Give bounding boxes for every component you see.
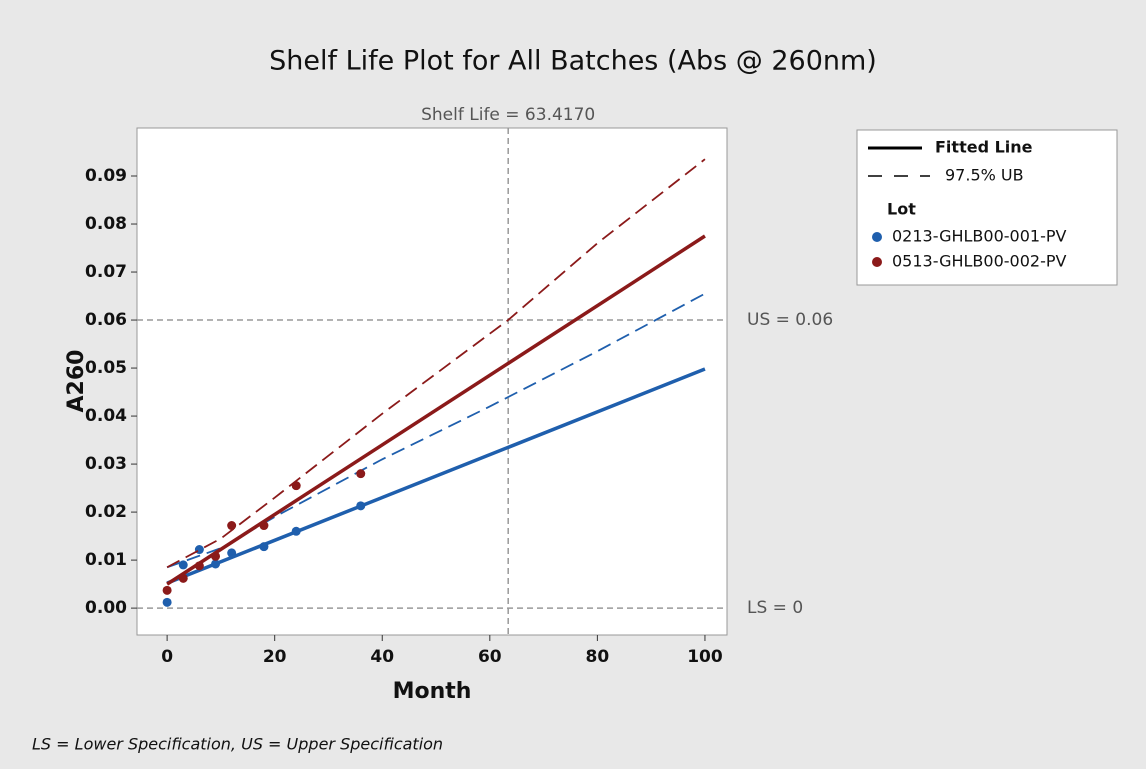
ub-line xyxy=(166,158,706,569)
data-point xyxy=(162,585,172,595)
fitted-line xyxy=(166,367,706,585)
x-tick-label: 60 xyxy=(478,647,502,667)
y-tick-label: 0.09 xyxy=(85,166,127,186)
x-tick-label: 100 xyxy=(687,647,723,667)
y-tick-label: 0.05 xyxy=(85,358,127,378)
x-tick-label: 80 xyxy=(586,647,610,667)
reference-label: US = 0.06 xyxy=(747,310,833,330)
data-point xyxy=(194,561,204,571)
data-point xyxy=(162,597,172,607)
legend-swatch xyxy=(872,257,882,267)
x-tick-label: 20 xyxy=(263,647,287,667)
data-point xyxy=(356,469,366,479)
x-tick-label: 0 xyxy=(161,647,173,667)
ub-line xyxy=(166,292,706,569)
y-tick-label: 0.04 xyxy=(85,406,127,426)
x-axis-label: Month xyxy=(393,679,472,704)
footnote: LS = Lower Specification, US = Upper Spe… xyxy=(32,735,443,754)
y-tick-label: 0.06 xyxy=(85,310,127,330)
data-point xyxy=(259,542,269,552)
y-tick-label: 0.00 xyxy=(85,598,127,618)
legend-label: 97.5% UB xyxy=(945,166,1024,185)
y-axis-label: A260 xyxy=(64,350,89,413)
data-point xyxy=(356,501,366,511)
legend-label: 0213-GHLB00-001-PV xyxy=(892,227,1066,246)
y-tick-label: 0.03 xyxy=(85,454,127,474)
data-point xyxy=(291,481,301,491)
data-point xyxy=(259,521,269,531)
y-tick-label: 0.01 xyxy=(85,550,127,570)
data-point xyxy=(211,559,221,569)
legend-title: Lot xyxy=(887,200,916,219)
x-tick-label: 40 xyxy=(370,647,394,667)
chart-title: Shelf Life Plot for All Batches (Abs @ 2… xyxy=(269,46,877,77)
reference-label: Shelf Life = 63.4170 xyxy=(421,105,595,125)
legend-label: 0513-GHLB00-002-PV xyxy=(892,252,1066,271)
fitted-line xyxy=(166,234,706,586)
data-point xyxy=(227,521,237,531)
legend-label: Fitted Line xyxy=(935,138,1033,157)
data-point xyxy=(178,573,188,583)
legend-swatch xyxy=(872,232,882,242)
y-tick-label: 0.02 xyxy=(85,502,127,522)
legend xyxy=(856,129,1118,286)
data-point xyxy=(211,551,221,561)
data-point xyxy=(291,526,301,536)
y-tick-label: 0.07 xyxy=(85,262,127,282)
y-tick-label: 0.08 xyxy=(85,214,127,234)
data-point xyxy=(178,560,188,570)
data-point xyxy=(227,548,237,558)
reference-label: LS = 0 xyxy=(747,598,803,618)
